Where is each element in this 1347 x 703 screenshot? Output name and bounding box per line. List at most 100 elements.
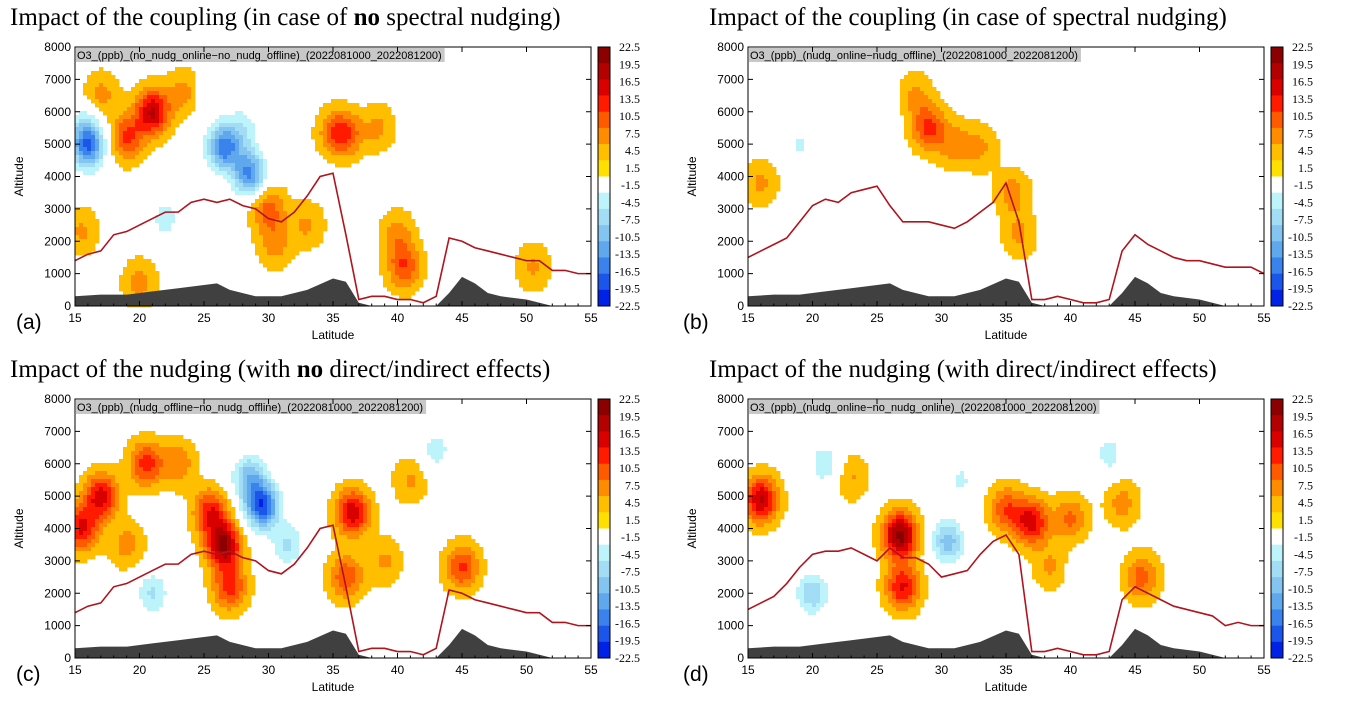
heatmap-cell xyxy=(371,123,376,128)
heatmap-cell xyxy=(239,511,244,516)
heatmap-cell xyxy=(163,203,168,208)
heatmap-cell xyxy=(259,499,264,504)
heatmap-cell xyxy=(932,87,937,92)
heatmap-cell xyxy=(547,275,552,280)
heatmap-cell xyxy=(155,239,160,244)
heatmap-cell xyxy=(431,167,436,172)
heatmap-cell xyxy=(279,227,284,232)
heatmap-cell xyxy=(824,183,829,188)
heatmap-cell xyxy=(91,71,96,76)
heatmap-cell xyxy=(219,155,224,160)
heatmap-cell xyxy=(772,227,777,232)
heatmap-cell xyxy=(367,147,372,152)
heatmap-cell xyxy=(207,127,212,132)
heatmap-cell xyxy=(836,199,841,204)
heatmap-cell xyxy=(363,507,368,512)
heatmap-cell xyxy=(960,139,965,144)
heatmap-cell xyxy=(211,131,216,136)
heatmap-cell xyxy=(435,171,440,176)
heatmap-cell xyxy=(860,215,865,220)
heatmap-cell xyxy=(271,463,276,468)
heatmap-cell xyxy=(239,491,244,496)
heatmap-cell xyxy=(143,111,148,116)
heatmap-cell xyxy=(127,443,132,448)
heatmap-cell xyxy=(992,143,997,148)
heatmap-cell xyxy=(972,159,977,164)
heatmap-cell xyxy=(800,155,805,160)
heatmap-cell xyxy=(523,287,528,292)
heatmap-cell xyxy=(295,243,300,248)
heatmap-cell xyxy=(936,147,941,152)
y-tick-label: 8000 xyxy=(717,40,744,54)
heatmap-cell xyxy=(748,175,753,180)
heatmap-cell xyxy=(291,519,296,524)
heatmap-cell xyxy=(1096,203,1101,208)
heatmap-cell xyxy=(968,123,973,128)
heatmap-cell xyxy=(407,279,412,284)
heatmap-cell xyxy=(123,287,128,292)
heatmap-cell xyxy=(135,491,140,496)
heatmap-cell xyxy=(291,107,296,112)
heatmap-cell xyxy=(788,159,793,164)
heatmap-cell xyxy=(127,287,132,292)
heatmap-cell xyxy=(271,491,276,496)
heatmap-cell xyxy=(183,99,188,104)
heatmap-cell xyxy=(255,243,260,248)
heatmap-cell xyxy=(131,443,136,448)
heatmap-cell xyxy=(139,259,144,264)
panel-label: (b) xyxy=(683,311,709,334)
heatmap-cell xyxy=(147,267,152,272)
heatmap-cell xyxy=(259,507,264,512)
heatmap-cell xyxy=(956,139,961,144)
heatmap-cell xyxy=(155,203,160,208)
heatmap-cell xyxy=(307,211,312,216)
heatmap-cell xyxy=(211,159,216,164)
heatmap-cell xyxy=(980,123,985,128)
heatmap-cell xyxy=(399,271,404,276)
heatmap-cell xyxy=(792,155,797,160)
heatmap-cell xyxy=(395,483,400,488)
heatmap-cell xyxy=(535,271,540,276)
heatmap-cell xyxy=(940,139,945,144)
heatmap-cell xyxy=(219,107,224,112)
heatmap-cell xyxy=(419,159,424,164)
heatmap-cell xyxy=(139,483,144,488)
heatmap-cell xyxy=(1072,175,1077,180)
heatmap-cell xyxy=(179,211,184,216)
heatmap-cell xyxy=(952,143,957,148)
heatmap-cell xyxy=(443,163,448,168)
heatmap-cell xyxy=(864,111,869,116)
heatmap-cell xyxy=(251,451,256,456)
heatmap-cell xyxy=(295,251,300,256)
heatmap-cell xyxy=(439,155,444,160)
heatmap-cell xyxy=(143,139,148,144)
heatmap-cell xyxy=(271,263,276,268)
heatmap-cell xyxy=(251,163,256,168)
heatmap-cell xyxy=(419,471,424,476)
heatmap-cell xyxy=(1080,155,1085,160)
heatmap-cell xyxy=(876,195,881,200)
heatmap-cell xyxy=(203,167,208,172)
heatmap-cell xyxy=(315,127,320,132)
heatmap-cell xyxy=(1008,219,1013,224)
heatmap-cell xyxy=(351,159,356,164)
heatmap-cell xyxy=(936,127,941,132)
heatmap-cell xyxy=(1100,215,1105,220)
heatmap-cell xyxy=(351,131,356,136)
heatmap-cell xyxy=(171,463,176,468)
colorbar-swatch xyxy=(1271,111,1283,129)
heatmap-cell xyxy=(1020,227,1025,232)
heatmap-cell xyxy=(171,115,176,120)
heatmap-cell xyxy=(1068,143,1073,148)
heatmap-cell xyxy=(531,287,536,292)
heatmap-cell xyxy=(439,159,444,164)
heatmap-cell xyxy=(295,87,300,92)
heatmap-cell xyxy=(792,163,797,168)
heatmap-cell xyxy=(519,283,524,288)
heatmap-cell xyxy=(451,435,456,440)
heatmap-cell xyxy=(115,131,120,136)
heatmap-cell xyxy=(259,159,264,164)
panel-title: Impact of the coupling (in case of spect… xyxy=(709,4,1227,32)
heatmap-cell xyxy=(932,127,937,132)
heatmap-cell xyxy=(980,151,985,156)
